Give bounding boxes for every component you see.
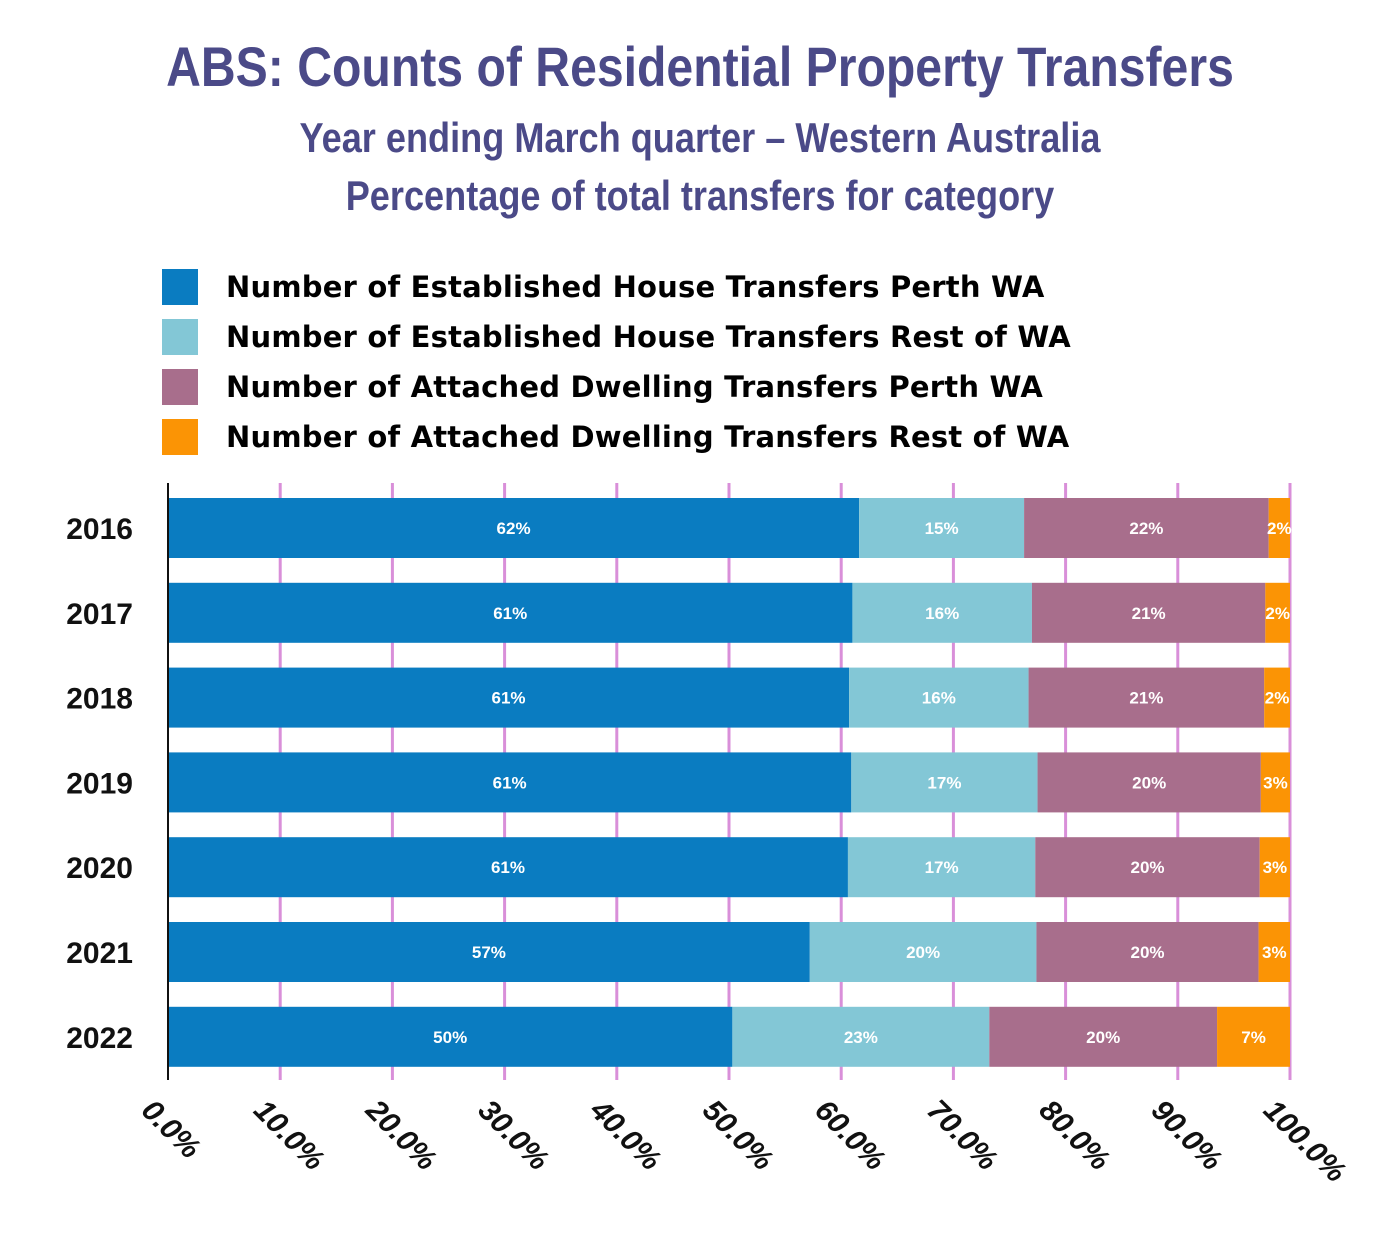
data-label: 20% — [906, 943, 940, 962]
x-tick-label: 100.0% — [1257, 1094, 1352, 1189]
data-label: 50% — [433, 1028, 467, 1047]
x-tick-label: 70.0% — [920, 1094, 1003, 1177]
bar-segment — [1024, 498, 1269, 558]
chart-subtitle: Year ending March quarter – Western Aust… — [299, 114, 1101, 161]
legend-swatch — [162, 369, 198, 405]
chart-title: ABS: Counts of Residential Property Tran… — [166, 35, 1234, 98]
data-label: 61% — [493, 773, 527, 792]
data-label: 61% — [493, 604, 527, 623]
bar-segment — [168, 1006, 733, 1067]
data-label: 7% — [1241, 1028, 1266, 1047]
data-label: 17% — [925, 858, 959, 877]
y-tick-label: 2018 — [66, 683, 133, 716]
data-label: 2% — [1267, 519, 1292, 538]
data-label: 3% — [1262, 943, 1287, 962]
legend-label: Number of Attached Dwelling Transfers Re… — [226, 420, 1070, 454]
x-tick-label: 90.0% — [1145, 1094, 1228, 1177]
y-tick-label: 2021 — [66, 937, 133, 970]
data-label: 17% — [927, 773, 961, 792]
bar-segment — [168, 922, 810, 982]
x-tick-label: 50.0% — [696, 1094, 779, 1177]
bar-segment — [1260, 752, 1290, 813]
bar-segment — [809, 922, 1037, 982]
bar-segment — [1031, 582, 1266, 643]
bar-segment — [1035, 837, 1260, 898]
y-tick-label: 2022 — [66, 1022, 133, 1055]
bar-segment — [1258, 922, 1290, 982]
bar-segment — [859, 498, 1025, 558]
data-label: 20% — [1130, 943, 1164, 962]
bar-segment — [1036, 922, 1259, 982]
x-tick-label: 40.0% — [583, 1093, 667, 1177]
legend-label: Number of Established House Transfers Pe… — [226, 270, 1045, 304]
bar-segment — [732, 1006, 990, 1067]
data-label: 61% — [491, 858, 525, 877]
x-tick-label: 0.0% — [135, 1094, 207, 1166]
bar-segment — [989, 1006, 1218, 1067]
bar-segment — [1268, 498, 1290, 558]
data-label: 20% — [1132, 773, 1166, 792]
legend-item: Number of Attached Dwelling Transfers Re… — [162, 412, 1071, 462]
data-label: 23% — [844, 1028, 878, 1047]
bar-segment — [168, 837, 848, 898]
chart-legend: Number of Established House Transfers Pe… — [162, 262, 1071, 462]
legend-swatch — [162, 269, 198, 305]
y-tick-label: 2020 — [66, 852, 133, 885]
x-tick-label: 60.0% — [808, 1094, 891, 1177]
chart-subtitle-2: Percentage of total transfers for catego… — [345, 172, 1055, 219]
x-tick-label: 10.0% — [247, 1094, 330, 1177]
bar-segment — [852, 582, 1032, 643]
x-tick-label: 30.0% — [472, 1094, 555, 1177]
legend-item: Number of Established House Transfers Re… — [162, 312, 1071, 362]
y-tick-label: 2019 — [66, 767, 133, 800]
bar-segment — [168, 667, 850, 728]
legend-label: Number of Established House Transfers Re… — [226, 320, 1071, 354]
bar-segment — [1259, 837, 1290, 898]
bar-segment — [849, 667, 1029, 728]
x-tick-label: 20.0% — [359, 1093, 443, 1177]
data-label: 20% — [1130, 858, 1164, 877]
bar-segment — [1217, 1006, 1290, 1067]
data-label: 61% — [492, 689, 526, 708]
legend-swatch — [162, 319, 198, 355]
data-label: 16% — [925, 604, 959, 623]
bar-segment — [168, 498, 860, 558]
data-label: 2% — [1265, 689, 1290, 708]
x-tick-label: 80.0% — [1033, 1094, 1116, 1177]
legend-label: Number of Attached Dwelling Transfers Pe… — [226, 370, 1044, 404]
bar-segment — [168, 582, 853, 643]
legend-swatch — [162, 419, 198, 455]
data-label: 16% — [922, 689, 956, 708]
data-label: 22% — [1129, 519, 1163, 538]
bar-segment — [1264, 667, 1290, 728]
data-label: 20% — [1086, 1028, 1120, 1047]
bar-segment — [847, 837, 1036, 898]
y-tick-label: 2017 — [66, 598, 133, 631]
data-label: 21% — [1129, 689, 1163, 708]
data-label: 57% — [472, 943, 506, 962]
data-label: 21% — [1132, 604, 1166, 623]
data-label: 3% — [1263, 773, 1288, 792]
legend-item: Number of Established House Transfers Pe… — [162, 262, 1071, 312]
bar-segment — [1265, 582, 1290, 643]
bar-segment — [851, 752, 1038, 813]
y-tick-label: 2016 — [66, 513, 133, 546]
bar-segment — [168, 752, 852, 813]
legend-item: Number of Attached Dwelling Transfers Pe… — [162, 362, 1071, 412]
data-label: 3% — [1263, 858, 1288, 877]
bar-segment — [1028, 667, 1265, 728]
bar-segment — [1037, 752, 1261, 813]
data-label: 62% — [497, 519, 531, 538]
data-label: 2% — [1265, 604, 1290, 623]
data-label: 15% — [925, 519, 959, 538]
